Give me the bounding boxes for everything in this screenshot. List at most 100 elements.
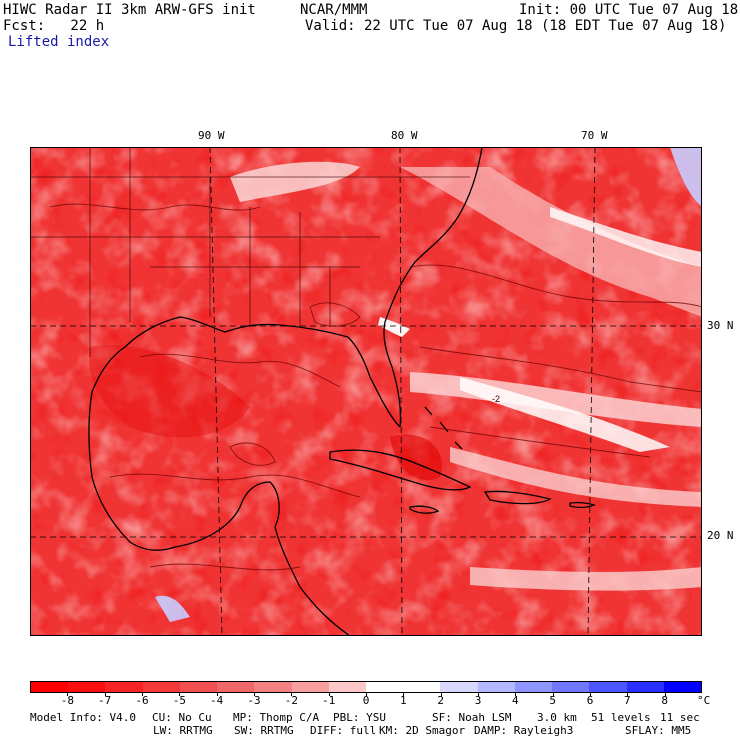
pale-band-north-atlantic <box>550 207 702 267</box>
forecast-hour: Fcst: 22 h <box>3 18 105 34</box>
colorbar-tick-label: -7 <box>98 694 112 707</box>
colorbar-tick-label: -4 <box>210 694 224 707</box>
latlon-grid <box>30 147 702 636</box>
colorbar-swatch <box>552 682 590 692</box>
lat-label-20n: 20 N <box>707 529 734 542</box>
colorbar-tick-mark <box>627 693 629 696</box>
colorbar-swatch <box>663 682 701 692</box>
blue-region-mexico <box>155 595 190 622</box>
footer-sflay: SFLAY: MM5 <box>625 724 692 737</box>
colorbar-tick-mark <box>179 693 181 696</box>
footer-km: KM: 2D Smagor <box>379 724 466 737</box>
colorbar-tick-mark <box>478 693 479 696</box>
colorbar-tick-mark <box>515 693 517 696</box>
colorbar-tick-label: 4 <box>512 694 519 707</box>
colorbar-tick-label: 5 <box>549 694 556 707</box>
footer-cu: CU: No Cu <box>152 711 212 724</box>
footer-levels: 51 levels <box>591 711 651 724</box>
coast-cuba <box>329 449 472 491</box>
colorbar-swatch <box>179 682 218 692</box>
colorbar-tick-mark <box>254 693 255 696</box>
colorbar-tick-label: -2 <box>284 694 298 707</box>
colorbar-tick-label: -3 <box>247 694 261 707</box>
model-title: HIWC Radar II 3km ARW-GFS init <box>3 2 256 18</box>
colorbar-swatch <box>217 682 255 692</box>
colorbar-tick-mark <box>590 693 591 696</box>
colorbar-tick-label: -6 <box>135 694 149 707</box>
colorbar-swatch <box>589 682 627 692</box>
footer-sf: SF: Noah LSM <box>432 711 512 724</box>
footer-res: 3.0 km <box>537 711 577 724</box>
footer-sw: SW: RRTMG <box>234 724 294 737</box>
colorbar-tick-mark <box>104 693 106 696</box>
coast-central-america <box>274 526 351 636</box>
colorbar-tick-label: -1 <box>322 694 336 707</box>
footer-model-info: Model Info: V4.0 <box>30 711 136 724</box>
footer-pbl: PBL: YSU <box>333 711 386 724</box>
colorbar-tick-mark <box>142 693 143 696</box>
colorbar-tick-mark <box>67 693 69 696</box>
contours <box>49 203 702 571</box>
footer-damp: DAMP: Rayleigh3 <box>474 724 574 737</box>
pale-band-atlantic-north <box>400 167 702 317</box>
colorbar-tick-label: 1 <box>400 694 407 707</box>
lon-label-70w: 70 W <box>581 129 608 142</box>
field-name: Lifted index <box>8 34 110 50</box>
lat-label-30n: 30 N <box>707 319 734 332</box>
white-band-carolina <box>378 317 410 337</box>
coast-jamaica <box>409 505 440 514</box>
colorbar-swatch <box>365 682 404 692</box>
pale-band-atlantic-south <box>450 447 702 507</box>
coast-yucatan <box>174 481 280 548</box>
colorbar-swatch <box>142 682 180 692</box>
institution-label: NCAR/MMM <box>300 2 368 18</box>
coast-bahamas <box>424 406 463 450</box>
colorbar-swatch <box>440 682 478 692</box>
footer-dt: 11 sec <box>660 711 700 724</box>
colorbar-tick-mark <box>328 693 330 696</box>
colorbar-swatch <box>477 682 515 692</box>
init-time: Init: 00 UTC Tue 07 Aug 18 <box>519 2 739 18</box>
colorbar-tick-label: 2 <box>437 694 444 707</box>
white-band-atlantic <box>460 377 670 452</box>
coast-hispaniola <box>483 490 552 505</box>
colorbar-swatch <box>626 682 664 692</box>
contour-label: -2 <box>492 394 500 404</box>
colorbar-tick-label: -5 <box>172 694 186 707</box>
valid-time: Valid: 22 UTC Tue 07 Aug 18 (18 EDT Tue … <box>305 18 727 34</box>
colorbar-tick-mark <box>291 693 293 696</box>
colorbar-tick-label: 8 <box>661 694 668 707</box>
coast-florida-west <box>347 336 401 428</box>
colorbar-swatch <box>514 682 553 692</box>
colorbar-tick-label: 3 <box>474 694 482 707</box>
colorbar-tick-mark <box>366 693 367 696</box>
colorbar-tick-mark <box>664 693 666 696</box>
colorbar-swatch <box>31 682 69 692</box>
coast-us-atlantic <box>383 147 483 428</box>
colorbar-swatch <box>403 682 441 692</box>
lifted-index-map: -2 <box>30 147 702 636</box>
coast-puerto-rico <box>569 501 596 509</box>
deep-red-gulf <box>89 345 251 438</box>
colorbar-tick-mark <box>552 693 554 696</box>
coast-mexico-east <box>88 391 176 551</box>
colorbar-tick-label: -8 <box>60 694 74 707</box>
colorbar <box>30 681 702 693</box>
colorbar-swatch <box>105 682 143 692</box>
colorbar-swatch <box>328 682 366 692</box>
colorbar-unit: °C <box>697 694 711 707</box>
colorbar-swatch <box>291 682 329 692</box>
colorbar-tick-mark <box>216 693 218 696</box>
blue-region-ne-corner <box>670 147 702 207</box>
footer-lw: LW: RRTMG <box>153 724 213 737</box>
pale-region-ohio <box>230 161 360 202</box>
lon-label-90w: 90 W <box>198 129 225 142</box>
colorbar-tick-label: 7 <box>624 694 631 707</box>
footer-mp: MP: Thomp C/A <box>233 711 320 724</box>
lon-label-80w: 80 W <box>391 129 418 142</box>
footer-diff: DIFF: full <box>310 724 377 737</box>
colorbar-tick-mark <box>440 693 442 696</box>
state-borders <box>30 147 470 357</box>
colorbar-swatch <box>254 682 292 692</box>
colorbar-swatch <box>68 682 106 692</box>
